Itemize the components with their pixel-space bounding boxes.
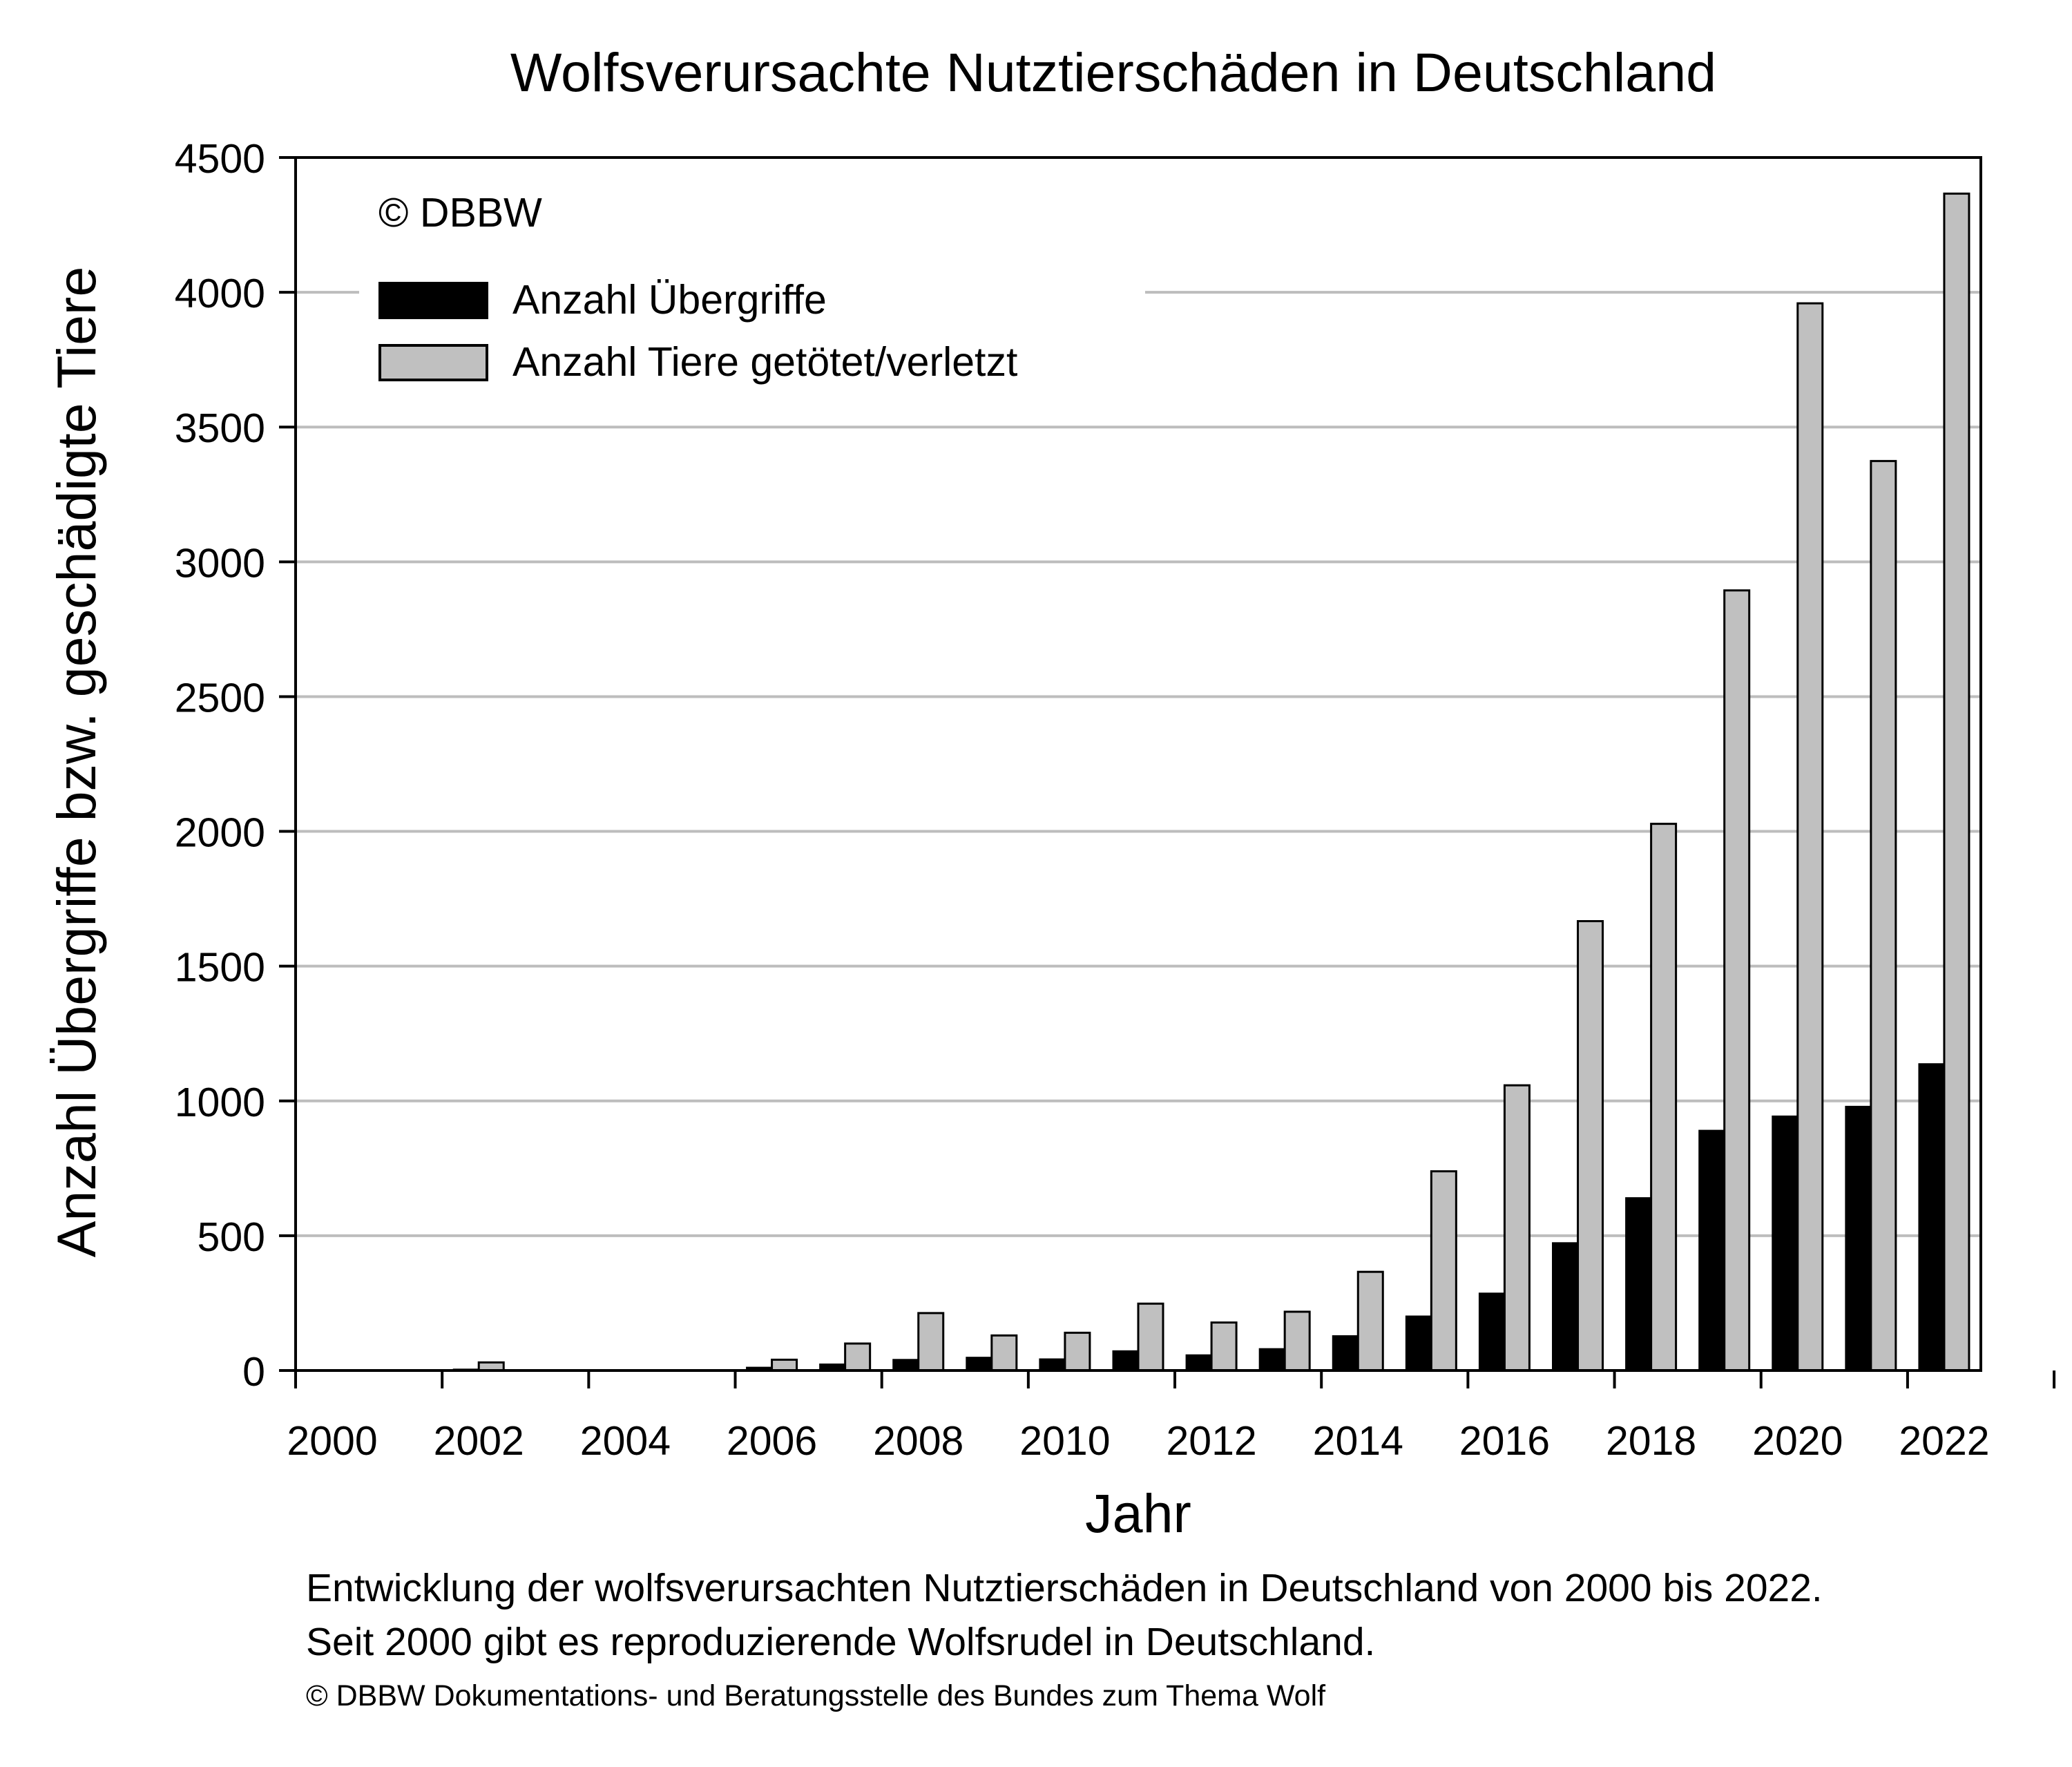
bar-uebergriffe-2022 — [1918, 1063, 1946, 1372]
bar-uebergriffe-2020 — [1772, 1115, 1799, 1372]
bar-uebergriffe-2008 — [892, 1359, 920, 1372]
bar-tiere-2008 — [917, 1312, 945, 1372]
bar-uebergriffe-2018 — [1625, 1197, 1653, 1372]
bar-tiere-2019 — [1723, 589, 1751, 1372]
bar-uebergriffe-2019 — [1698, 1129, 1726, 1372]
bar-uebergriffe-2009 — [966, 1357, 993, 1372]
bar-tiere-2016 — [1503, 1084, 1531, 1372]
x-tick-label-2008: 2008 — [873, 1418, 963, 1464]
legend-background — [359, 273, 1145, 397]
bar-tiere-2020 — [1796, 302, 1824, 1372]
x-tick-label-2006: 2006 — [727, 1418, 817, 1464]
y-axis-ticks: 0 500 1000 1500 2000 2500 3000 3500 4000 4500 — [175, 136, 296, 1395]
bar-uebergriffe-2012 — [1185, 1354, 1213, 1372]
y-tick-label-3500: 3500 — [175, 405, 265, 451]
plot-frame — [294, 156, 1982, 1372]
axes — [294, 156, 1982, 1372]
bar-tiere-2015 — [1430, 1170, 1457, 1372]
bar-tiere-2010 — [1064, 1331, 1091, 1372]
bar-tiere-2018 — [1650, 823, 1678, 1372]
bar-uebergriffe-2016 — [1478, 1292, 1506, 1372]
chart-svg: 0 500 1000 1500 2000 2500 3000 3500 4000 4500 200… — [46, 41, 2056, 1544]
bar-tiere-2014 — [1356, 1270, 1384, 1372]
bar-tiere-2022 — [1943, 192, 1970, 1372]
bar-uebergriffe-2010 — [1039, 1358, 1066, 1372]
x-tick-label-2004: 2004 — [580, 1418, 671, 1464]
copyright-annotation: © DBBW — [378, 190, 542, 236]
y-tick-label-4500: 4500 — [175, 136, 265, 182]
bar-uebergriffe-2015 — [1405, 1315, 1432, 1372]
bar-tiere-2012 — [1210, 1321, 1238, 1372]
legend-label-uebergriffe: Anzahl Übergriffe — [512, 277, 827, 323]
x-tick-label-2020: 2020 — [1752, 1418, 1843, 1464]
bar-tiere-2006 — [771, 1358, 798, 1372]
x-tick-label-2002: 2002 — [434, 1418, 524, 1464]
x-tick-label-2014: 2014 — [1313, 1418, 1403, 1464]
y-tick-label-1500: 1500 — [175, 945, 265, 991]
caption-line-2: Seit 2000 gibt es reproduzierende Wolfsr… — [306, 1620, 1376, 1664]
caption-line-1: Entwicklung der wolfsverursachten Nutzti… — [306, 1566, 1823, 1610]
y-tick-label-3000: 3000 — [175, 540, 265, 586]
bar-tiere-2009 — [990, 1334, 1018, 1372]
bar-tiere-2017 — [1577, 919, 1604, 1372]
x-tick-label-2010: 2010 — [1019, 1418, 1110, 1464]
gridlines — [296, 291, 1981, 1237]
bar-tiere-2007 — [844, 1342, 872, 1372]
bar-uebergriffe-2011 — [1112, 1350, 1140, 1372]
y-axis-label: Anzahl Übergriffe bzw. geschädigte Tiere — [46, 267, 107, 1258]
bar-uebergriffe-2017 — [1552, 1242, 1580, 1372]
x-tick-label-2022: 2022 — [1899, 1418, 1989, 1464]
y-tick-label-2500: 2500 — [175, 675, 265, 720]
bar-tiere-2011 — [1137, 1302, 1164, 1372]
y-tick-label-0: 0 — [242, 1349, 265, 1395]
bar-uebergriffe-2013 — [1258, 1348, 1286, 1372]
x-tick-label-2012: 2012 — [1166, 1418, 1256, 1464]
bar-tiere-2021 — [1870, 459, 1897, 1372]
x-tick-label-2018: 2018 — [1606, 1418, 1696, 1464]
bar-uebergriffe-2021 — [1845, 1105, 1872, 1372]
y-tick-label-1000: 1000 — [175, 1080, 265, 1125]
legend-label-tiere: Anzahl Tiere getötet/verletzt — [512, 339, 1017, 385]
caption-credit: © DBBW Dokumentations- und Beratungsstel… — [306, 1679, 1326, 1712]
x-tick-label-2000: 2000 — [287, 1418, 377, 1464]
bar-tiere-2013 — [1283, 1310, 1311, 1372]
x-axis-label: Jahr — [1085, 1482, 1191, 1544]
x-axis-ticks: 2000 2002 2004 2006 2008 2010 2012 2014 2016 2018… — [287, 1370, 2056, 1464]
legend-swatch-uebergriffe — [378, 282, 488, 319]
y-tick-label-4000: 4000 — [175, 271, 265, 316]
x-tick-label-2016: 2016 — [1459, 1418, 1550, 1464]
legend: Anzahl Übergriffe Anzahl Tiere getötet/ve… — [359, 273, 1145, 397]
bar-uebergriffe-2014 — [1332, 1335, 1359, 1372]
chart-title: Wolfsverursachte Nutztierschäden in Deut… — [510, 41, 1716, 103]
y-tick-label-2000: 2000 — [175, 810, 265, 856]
legend-swatch-tiere — [378, 344, 488, 381]
y-tick-label-500: 500 — [198, 1214, 265, 1260]
